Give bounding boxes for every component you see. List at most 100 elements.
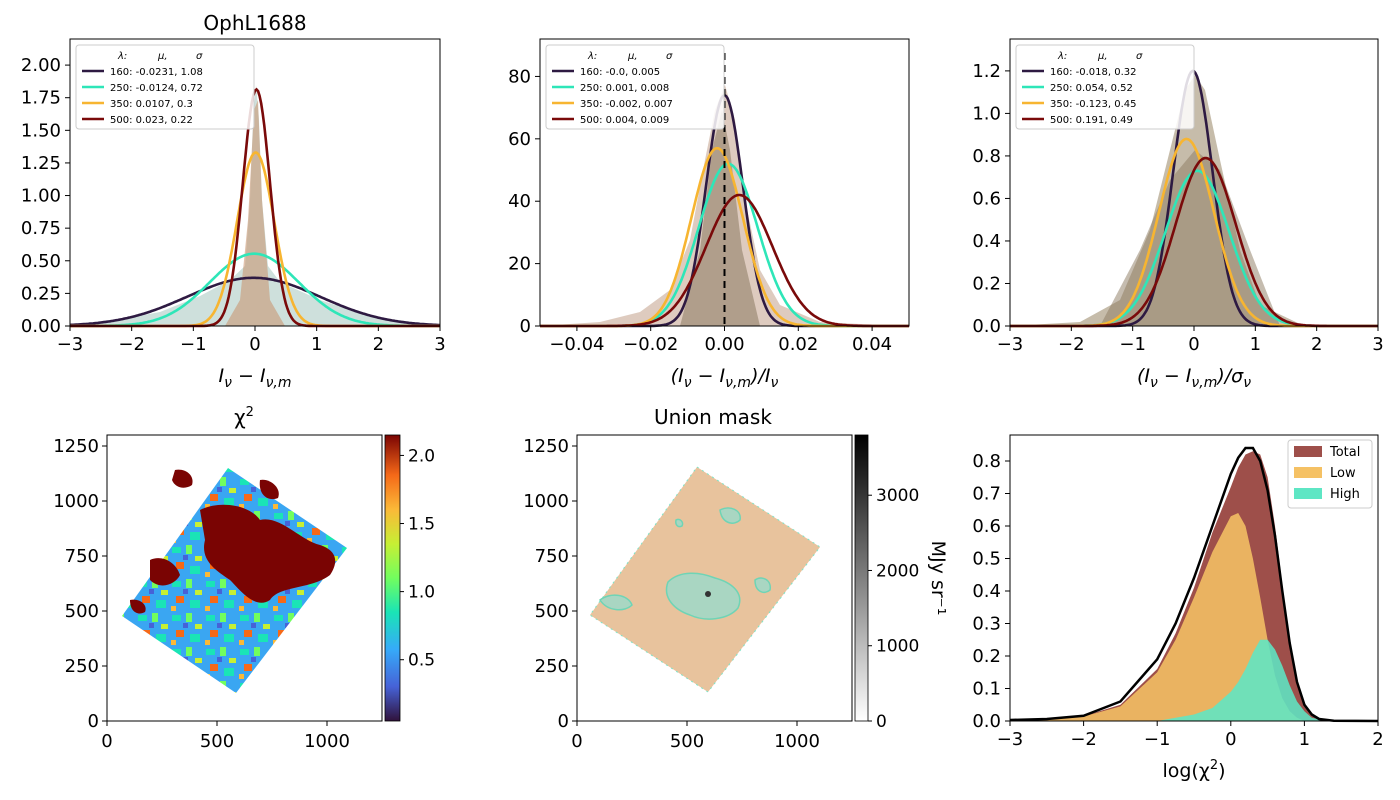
x-axis-label: Iν − Iν,m — [219, 365, 292, 391]
x-axis-label: (Iν − Iν,m)/Iν — [671, 365, 779, 391]
y-tick-label: 0.5 — [972, 549, 1001, 570]
x-tick-label: 1000 — [304, 731, 350, 752]
legend-swatch — [1294, 446, 1322, 457]
y-tick-label: 0.4 — [972, 581, 1001, 602]
legend-entry: 160: -0.018, 0.32 — [1050, 67, 1137, 78]
y-tick-label: 1.2 — [972, 61, 1001, 82]
colorbar-tick-label: 2000 — [876, 561, 919, 581]
panel-title: χ2 — [234, 405, 254, 429]
y-tick-label: 250 — [65, 656, 99, 677]
legend-entry: Low — [1330, 466, 1356, 481]
y-tick-label: 0 — [88, 711, 99, 732]
y-tick-label: 0.1 — [972, 679, 1001, 700]
x-tick-label: 500 — [670, 731, 704, 752]
panel-residual-histogram: OphL1688 −3 −2 −1 0 1 2 3 0.00 0.25 0.50 0.75 1.00 1… — [21, 11, 446, 391]
y-tick-label: 0 — [520, 316, 531, 337]
y-tick-label: 0.0 — [972, 711, 1001, 732]
legend-entry: 160: -0.0231, 1.08 — [110, 67, 203, 78]
y-tick-label: 0 — [558, 711, 569, 732]
axes: 0 500 1000 0 250 500 750 1000 1250 — [53, 436, 350, 752]
legend-entry: High — [1330, 487, 1360, 502]
y-tick-label: 0.2 — [972, 273, 1001, 294]
x-tick-label: −1 — [1119, 334, 1146, 355]
y-tick-label: 0.00 — [21, 316, 61, 337]
y-tick-label: 250 — [535, 656, 569, 677]
area-high — [1010, 639, 1378, 721]
x-tick-label: 0 — [101, 731, 112, 752]
y-tick-label: 1.25 — [21, 153, 61, 174]
legend-header-mu: μ, — [627, 51, 638, 62]
x-tick-label: 0.00 — [704, 334, 744, 355]
x-tick-label: 3 — [1372, 334, 1383, 355]
histogram-shading — [1010, 75, 1378, 326]
x-tick-label: −3 — [997, 729, 1024, 750]
fit-curve-250 — [70, 252, 440, 328]
x-tick-label: −1 — [180, 334, 207, 355]
panel-relative-histogram: −0.04 −0.02 0.00 0.02 0.04 0 20 40 60 80 (Iν − Iν,… — [508, 38, 910, 391]
legend-entry: 160: -0.0, 0.005 — [580, 67, 660, 78]
panel-chi2-histogram: −3 −2 −1 0 1 2 0.0 0.1 0.2 0.3 0.4 0.5 0.6 0.7 0.8 log(… — [972, 434, 1384, 782]
y-tick-label: 1250 — [523, 436, 569, 457]
legend-entry: 250: 0.054, 0.52 — [1050, 83, 1133, 94]
histogram-areas — [1010, 451, 1378, 721]
axes: −3 −2 −1 0 1 2 3 0.0 0.2 0.4 0.6 0.8 1.0 1.2 (Iν − Iν,… — [972, 38, 1384, 391]
legend-entry: 500: 0.191, 0.49 — [1050, 115, 1133, 126]
x-tick-label: −1 — [1144, 729, 1171, 750]
y-tick-label: 60 — [508, 129, 531, 150]
legend-header-lambda: λ: — [1057, 51, 1067, 62]
x-tick-label: −2 — [1058, 334, 1085, 355]
area-total — [1010, 451, 1378, 721]
x-tick-label: 1 — [1299, 729, 1310, 750]
mask-contours — [598, 507, 771, 620]
colorbar-tick-label: 0.5 — [408, 651, 435, 671]
panel-union-mask: Union mask 0 500 1000 0 250 500 750 1000 1250 0 1… — [523, 405, 949, 752]
histogram-shading — [70, 85, 440, 326]
colorbar-label: MJy sr⁻¹ — [927, 541, 949, 616]
panel-chi2-map: χ2 0 500 1000 0 250 500 750 1000 1250 0.5 1.0 1.5 2… — [53, 405, 435, 752]
x-tick-label: −0.02 — [623, 334, 678, 355]
legend-box — [545, 44, 725, 130]
axes: −3 −2 −1 0 1 2 3 0.00 0.25 0.50 0.75 1.00 1.25 1.50 1.… — [21, 38, 446, 391]
y-tick-label: 500 — [535, 601, 569, 622]
y-tick-label: 20 — [508, 254, 531, 275]
y-tick-label: 0.75 — [21, 218, 61, 239]
colorbar-tick-label: 1.5 — [408, 515, 435, 535]
x-tick-label: 0 — [249, 334, 260, 355]
y-tick-label: 0.8 — [972, 451, 1001, 472]
y-tick-label: 1.50 — [21, 120, 61, 141]
legend-header-mu: μ, — [1097, 51, 1108, 62]
y-tick-label: 0.2 — [972, 646, 1001, 667]
colorbar — [384, 434, 401, 722]
y-tick-label: 1.75 — [21, 88, 61, 109]
legend-header-lambda: λ: — [117, 51, 127, 62]
panel-normalized-histogram: −3 −2 −1 0 1 2 3 0.0 0.2 0.4 0.6 0.8 1.0 1.2 (Iν − Iν,… — [972, 38, 1384, 391]
x-tick-label: −2 — [1070, 729, 1097, 750]
colorbar-tick-label: 2.0 — [408, 446, 435, 466]
legend-entry: 500: 0.023, 0.22 — [110, 115, 193, 126]
axes-frame — [1009, 434, 1379, 722]
legend-entry: Total — [1329, 445, 1360, 460]
y-tick-label: 0.25 — [21, 283, 61, 304]
x-tick-label: −0.04 — [549, 334, 604, 355]
x-tick-label: −3 — [997, 334, 1024, 355]
legend-box — [1015, 44, 1195, 130]
y-tick-label: 0.0 — [972, 316, 1001, 337]
x-tick-label: 1 — [311, 334, 322, 355]
y-tick-label: 1000 — [523, 491, 569, 512]
x-axis-label: (Iν − Iν,m)/σν — [1137, 365, 1251, 391]
x-tick-label: 0 — [571, 731, 582, 752]
y-tick-label: 0.6 — [972, 516, 1001, 537]
legend-entry: 350: 0.0107, 0.3 — [110, 99, 193, 110]
x-tick-label: 0.02 — [778, 334, 818, 355]
y-tick-label: 500 — [65, 601, 99, 622]
x-tick-label: −2 — [118, 334, 145, 355]
area-low — [1010, 513, 1378, 721]
y-tick-label: 2.00 — [21, 55, 61, 76]
x-tick-label: 0 — [1225, 729, 1236, 750]
legend-header-sigma: σ — [666, 51, 673, 62]
x-tick-label: 2 — [1311, 334, 1322, 355]
y-tick-label: 0.4 — [972, 231, 1001, 252]
colorbar-ticks: 0 1000 2000 3000 — [868, 486, 919, 732]
colorbar-ticks: 0.5 1.0 1.5 2.0 — [400, 446, 435, 671]
